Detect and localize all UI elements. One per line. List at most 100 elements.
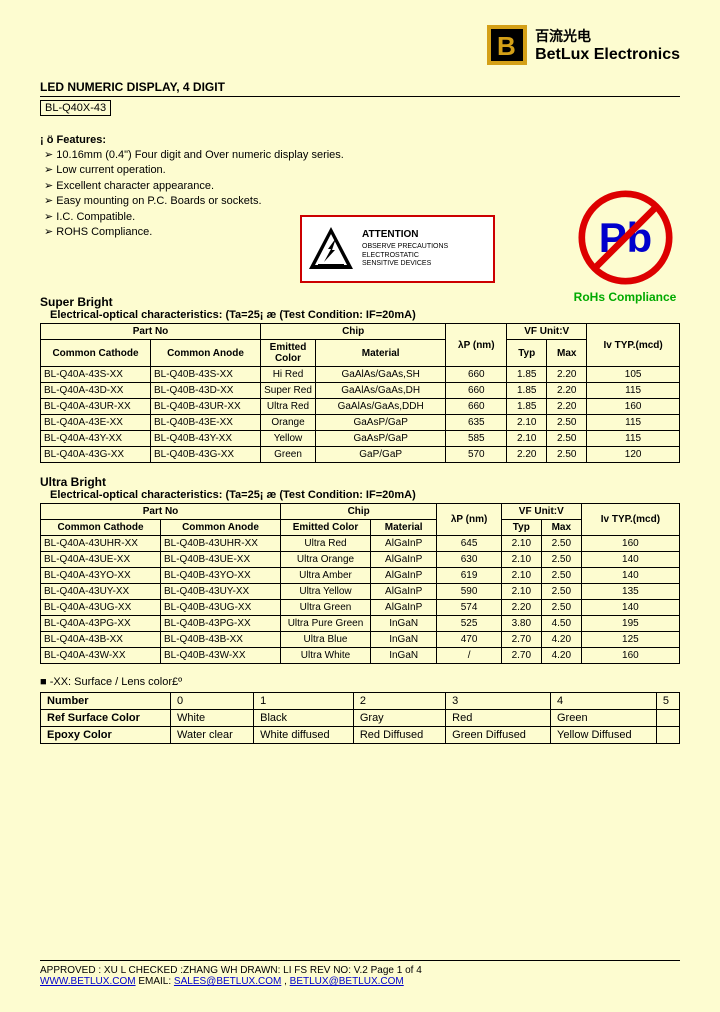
table-cell: BL-Q40A-43E-XX — [41, 415, 151, 431]
table-cell: BL-Q40A-43UHR-XX — [41, 536, 161, 552]
table-cell: 2.10 — [501, 536, 541, 552]
table-cell: 2.50 — [547, 447, 587, 463]
table-cell: 2.20 — [547, 367, 587, 383]
table-cell: BL-Q40B-43UHR-XX — [161, 536, 281, 552]
table-cell: Ultra Green — [281, 600, 371, 616]
th-number: Number — [41, 693, 171, 710]
table-cell: GaAsP/GaP — [316, 431, 446, 447]
table-cell: 115 — [587, 431, 680, 447]
surface-table: Number 0 1 2 3 4 5 Ref Surface Color Whi… — [40, 692, 680, 744]
table-cell: BL-Q40B-43UY-XX — [161, 584, 281, 600]
th-partno: Part No — [41, 504, 281, 520]
table-cell: 570 — [446, 447, 507, 463]
surface-ref: Black — [254, 710, 354, 727]
table-cell: Ultra Pure Green — [281, 616, 371, 632]
table-cell: 630 — [437, 552, 501, 568]
table-cell: 2.50 — [547, 431, 587, 447]
th-chip: Chip — [281, 504, 437, 520]
surface-ref: Gray — [353, 710, 445, 727]
surface-col: 2 — [353, 693, 445, 710]
table-row: BL-Q40A-43S-XXBL-Q40B-43S-XXHi RedGaAlAs… — [41, 367, 680, 383]
esd-line: ELECTROSTATIC — [362, 252, 448, 260]
surface-epoxy — [656, 727, 679, 744]
footer-email1-link[interactable]: SALES@BETLUX.COM — [174, 976, 281, 987]
feature-item: 10.16mm (0.4") Four digit and Over numer… — [44, 148, 680, 163]
surface-epoxy: Red Diffused — [353, 727, 445, 744]
th-material: Material — [316, 340, 446, 367]
rohs-badge: Pb RoHs Compliance — [570, 190, 680, 304]
super-condition: Electrical-optical characteristics: (Ta=… — [50, 309, 680, 321]
table-cell: BL-Q40B-43E-XX — [151, 415, 261, 431]
table-cell: BL-Q40B-43B-XX — [161, 632, 281, 648]
table-cell: 1.85 — [507, 383, 547, 399]
esd-warning: ATTENTION OBSERVE PRECAUTIONS ELECTROSTA… — [300, 215, 495, 283]
table-cell: 105 — [587, 367, 680, 383]
th-typ: Typ — [507, 340, 547, 367]
table-cell: Ultra Yellow — [281, 584, 371, 600]
footer-email2-link[interactable]: BETLUX@BETLUX.COM — [290, 976, 404, 987]
table-cell: 2.20 — [547, 399, 587, 415]
feature-item: Low current operation. — [44, 163, 680, 178]
table-cell: 590 — [437, 584, 501, 600]
table-cell: 619 — [437, 568, 501, 584]
th-lambda: λP (nm) — [437, 504, 501, 536]
table-cell: 140 — [581, 568, 679, 584]
table-cell: Ultra Red — [261, 399, 316, 415]
footer-email-label: EMAIL: — [136, 976, 174, 987]
table-cell: 120 — [587, 447, 680, 463]
table-cell: BL-Q40B-43W-XX — [161, 648, 281, 664]
th-lambda: λP (nm) — [446, 324, 507, 367]
table-cell: 4.20 — [541, 648, 581, 664]
table-cell: Ultra Red — [281, 536, 371, 552]
table-cell: 160 — [581, 648, 679, 664]
esd-attention: ATTENTION — [362, 229, 448, 241]
th-max: Max — [547, 340, 587, 367]
th-emitted: Emitted Color — [261, 340, 316, 367]
table-cell: 645 — [437, 536, 501, 552]
table-cell: AlGaInP — [371, 584, 437, 600]
table-cell: 125 — [581, 632, 679, 648]
table-cell: BL-Q40A-43UR-XX — [41, 399, 151, 415]
table-cell: AlGaInP — [371, 600, 437, 616]
table-cell: BL-Q40B-43D-XX — [151, 383, 261, 399]
table-cell: Ultra Orange — [281, 552, 371, 568]
surface-col: 3 — [446, 693, 551, 710]
table-cell: 2.10 — [507, 415, 547, 431]
th-anode: Common Anode — [151, 340, 261, 367]
table-cell: BL-Q40B-43Y-XX — [151, 431, 261, 447]
th-partno: Part No — [41, 324, 261, 340]
table-cell: BL-Q40B-43YO-XX — [161, 568, 281, 584]
table-cell: 2.20 — [501, 600, 541, 616]
super-bright-table: Part No Chip λP (nm) VF Unit:V Iv TYP.(m… — [40, 323, 680, 463]
betlux-logo-icon: B — [487, 25, 527, 65]
table-cell: AlGaInP — [371, 536, 437, 552]
th-material: Material — [371, 520, 437, 536]
table-cell: BL-Q40B-43UR-XX — [151, 399, 261, 415]
table-cell: 2.50 — [547, 415, 587, 431]
surface-col: 4 — [551, 693, 657, 710]
table-cell: BL-Q40A-43UG-XX — [41, 600, 161, 616]
table-cell: 2.50 — [541, 600, 581, 616]
th-max: Max — [541, 520, 581, 536]
table-cell: 140 — [581, 600, 679, 616]
footer-website-link[interactable]: WWW.BETLUX.COM — [40, 976, 136, 987]
svg-text:B: B — [497, 31, 516, 61]
table-row: BL-Q40A-43E-XXBL-Q40B-43E-XXOrangeGaAsP/… — [41, 415, 680, 431]
table-cell: BL-Q40B-43G-XX — [151, 447, 261, 463]
table-cell: / — [437, 648, 501, 664]
table-cell: BL-Q40A-43YO-XX — [41, 568, 161, 584]
table-cell: Ultra Amber — [281, 568, 371, 584]
table-cell: Ultra Blue — [281, 632, 371, 648]
surface-note: -XX: Surface / Lens color£º — [40, 676, 680, 688]
table-cell: 160 — [587, 399, 680, 415]
table-cell: 2.70 — [501, 632, 541, 648]
table-row: BL-Q40A-43PG-XXBL-Q40B-43PG-XXUltra Pure… — [41, 616, 680, 632]
table-cell: 2.20 — [547, 383, 587, 399]
table-cell: GaAsP/GaP — [316, 415, 446, 431]
surface-epoxy: Yellow Diffused — [551, 727, 657, 744]
th-cathode: Common Cathode — [41, 340, 151, 367]
table-cell: 635 — [446, 415, 507, 431]
table-cell: BL-Q40A-43W-XX — [41, 648, 161, 664]
table-cell: 2.10 — [501, 568, 541, 584]
table-cell: Super Red — [261, 383, 316, 399]
